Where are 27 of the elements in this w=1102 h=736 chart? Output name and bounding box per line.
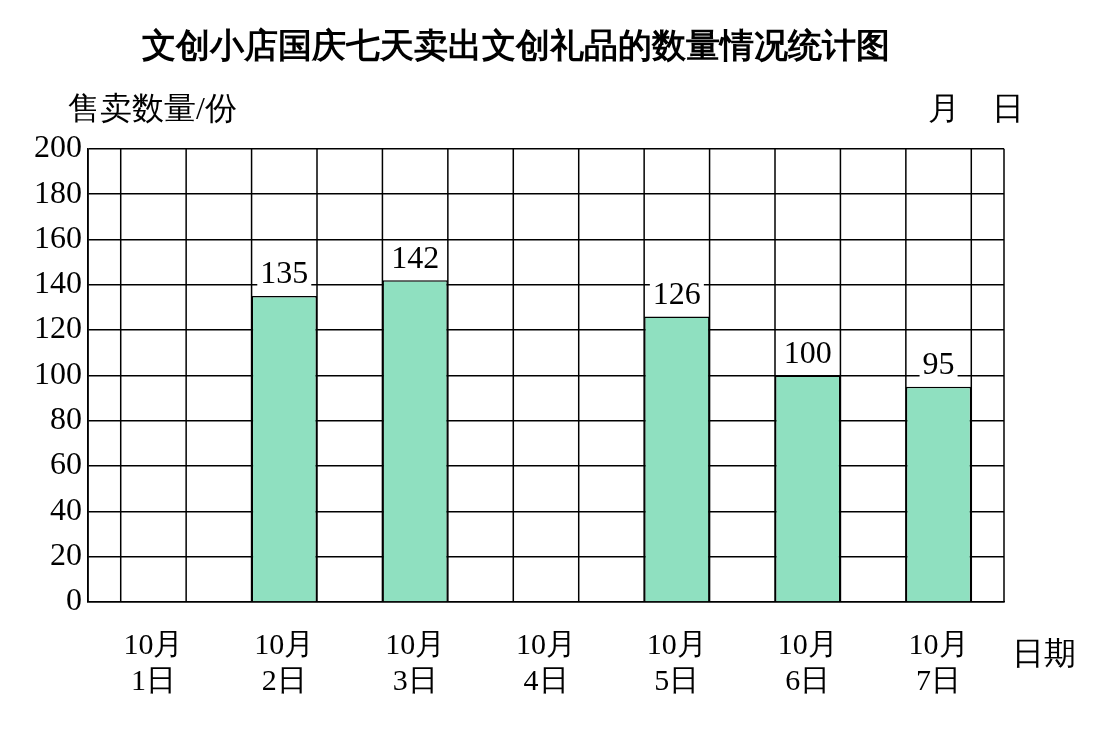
data-label: 126 (652, 274, 701, 311)
y-tick-label: 160 (34, 218, 82, 255)
y-tick-label: 80 (50, 400, 82, 437)
x-tick-label: 10月 3日 (385, 626, 446, 696)
y-tick-label: 0 (66, 581, 82, 618)
data-label: 95 (922, 345, 955, 382)
x-tick-label: 10月 7日 (908, 626, 969, 696)
y-tick-label: 40 (50, 490, 82, 527)
y-tick-label: 60 (50, 445, 82, 482)
x-tick-label: 10月 6日 (777, 626, 838, 696)
data-label: 142 (391, 238, 440, 275)
x-tick-label: 10月 4日 (516, 626, 576, 696)
x-tick-label: 10月 2日 (254, 626, 315, 696)
y-tick-label: 120 (34, 309, 82, 346)
x-axis-title: 日期 (1012, 635, 1076, 672)
text: 月 日 (928, 90, 1024, 127)
y-tick-label: 180 (34, 173, 82, 210)
y-axis-title: 售卖数量/份 (68, 90, 237, 127)
x-tick-label: 10月 5日 (646, 626, 707, 696)
y-tick-label: 140 (34, 264, 82, 301)
chart-title: 文创小店国庆七天卖出文创礼品的数量情况统计图 (142, 25, 890, 66)
data-label: 100 (783, 333, 832, 370)
y-tick-label: 100 (34, 354, 82, 391)
y-tick-label: 20 (50, 536, 82, 573)
data-label: 135 (260, 254, 309, 291)
x-tick-label: 10月 1日 (123, 626, 184, 696)
y-tick-label: 200 (34, 128, 82, 165)
